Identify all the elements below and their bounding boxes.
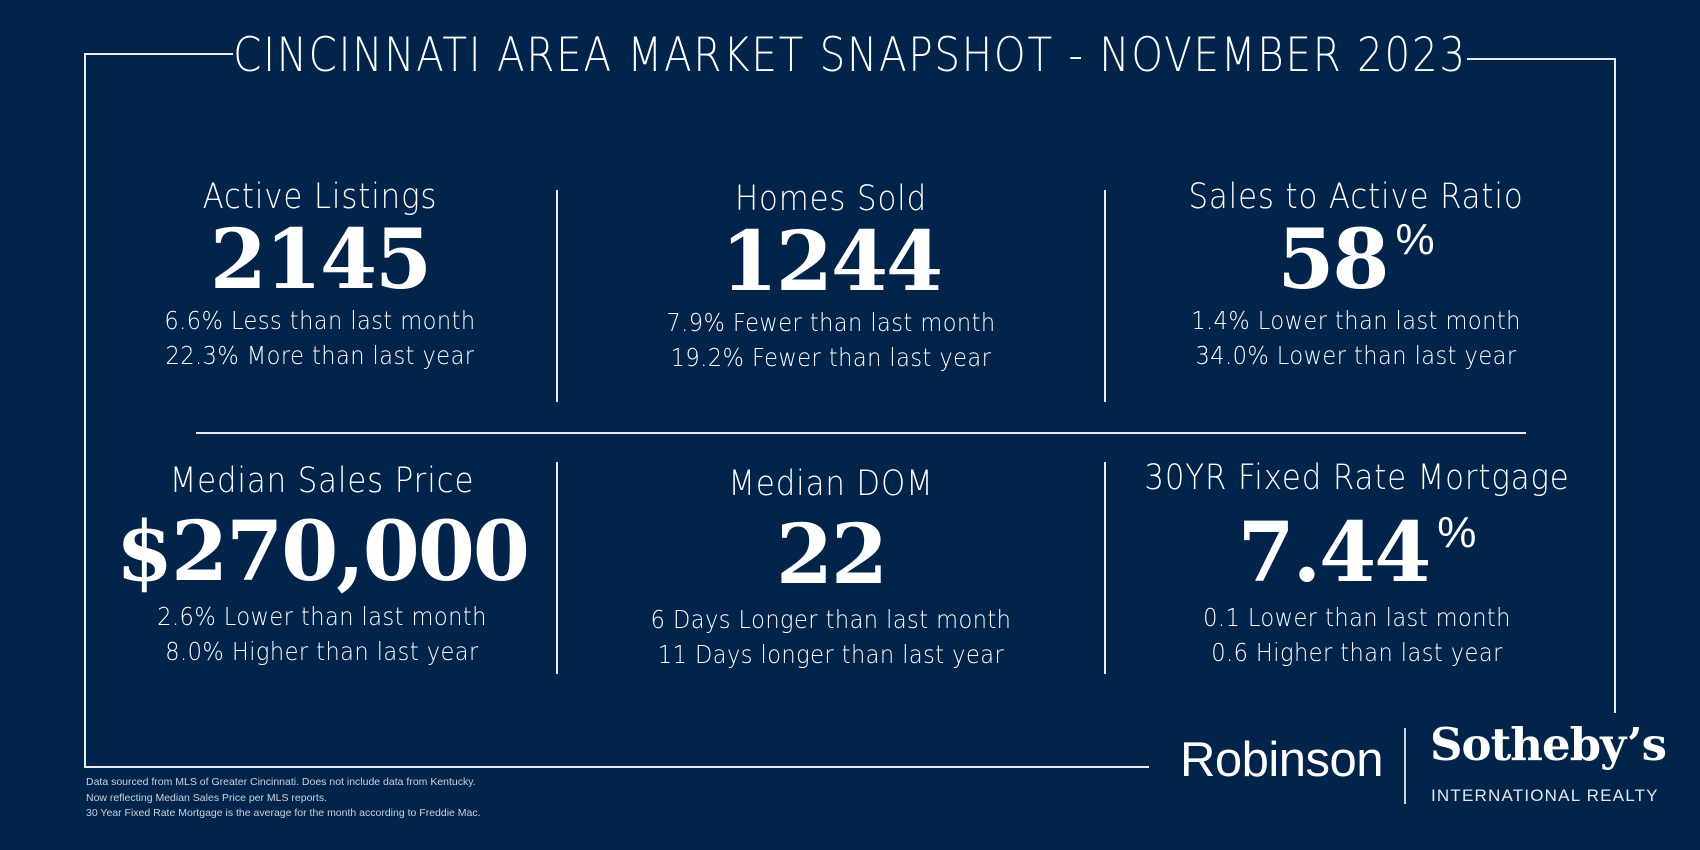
stat-label: Homes Sold — [734, 179, 928, 219]
divider-vertical — [556, 462, 558, 674]
stat-label: Active Listings — [202, 177, 438, 217]
frame-left — [84, 53, 86, 768]
stat-label: Sales to Active Ratio — [1188, 177, 1524, 217]
stat-number: 22 — [775, 507, 888, 604]
frame-top-left — [85, 53, 233, 55]
stat-year-change: 8.0% Higher than last year — [165, 637, 479, 667]
footnote-line: 30 Year Fixed Rate Mortgage is the avera… — [86, 807, 481, 819]
stat-month-change: 6.6% Less than last month — [164, 306, 476, 336]
stat-label: 30YR Fixed Rate Mortgage — [1144, 458, 1570, 498]
stat-month-change: 2.6% Lower than last month — [157, 602, 487, 632]
stat-year-change: 11 Days longer than last year — [657, 640, 1005, 670]
brand-logo: Robinson Sotheby’s INTERNATIONAL REALTY — [1180, 718, 1667, 812]
divider-horizontal — [196, 432, 1526, 434]
stat-sales-to-active-ratio: Sales to Active Ratio 58% 1.4% Lower tha… — [1096, 177, 1616, 373]
stat-30yr-fixed-rate-mortgage: 30YR Fixed Rate Mortgage 7.44% 0.1 Lower… — [1097, 458, 1617, 670]
stat-value: $270,000 — [62, 509, 582, 595]
stat-active-listings: Active Listings 2145 6.6% Less than last… — [60, 177, 580, 373]
stat-number: 7.44 — [1237, 505, 1432, 602]
divider-vertical — [1104, 190, 1106, 402]
stat-month-change: 1.4% Lower than last month — [1191, 306, 1521, 336]
page-title: CINCINNATI AREA MARKET SNAPSHOT - NOVEMB… — [233, 28, 1467, 83]
stat-year-change: 22.3% More than last year — [165, 341, 475, 371]
stat-unit: % — [1395, 215, 1435, 265]
logo-sothebys: Sotheby’s — [1430, 718, 1667, 771]
logo-robinson: Robinson — [1180, 733, 1384, 787]
stat-label: Median Sales Price — [169, 461, 475, 501]
footnote-line: Now reflecting Median Sales Price per ML… — [86, 791, 328, 804]
stat-year-change: 19.2% Fewer than last year — [670, 343, 992, 373]
stat-value: 22 — [571, 512, 1091, 598]
stat-value: 2145 — [60, 217, 580, 303]
stat-homes-sold: Homes Sold 1244 7.9% Fewer than last mon… — [571, 179, 1091, 375]
divider-vertical — [1104, 462, 1106, 674]
stat-number: 2145 — [209, 212, 432, 309]
stat-value: 1244 — [571, 219, 1091, 305]
frame-top-right — [1467, 58, 1615, 60]
frame-bottom — [84, 766, 1149, 768]
stat-median-sales-price: Median Sales Price $270,000 2.6% Lower t… — [62, 461, 582, 669]
stat-year-change: 0.6 Higher than last year — [1211, 638, 1503, 668]
stat-month-change: 6 Days Longer than last month — [650, 605, 1012, 635]
footnote: Data sourced from MLS of Greater Cincinn… — [86, 775, 481, 822]
stat-number: 1244 — [720, 214, 943, 311]
stat-label: Median DOM — [728, 464, 934, 504]
logo-divider — [1404, 728, 1406, 804]
stat-unit: % — [1437, 508, 1477, 558]
frame-right — [1614, 58, 1616, 713]
stat-number: $270,000 — [116, 504, 530, 601]
stat-year-change: 34.0% Lower than last year — [1195, 341, 1517, 371]
logo-tagline: INTERNATIONAL REALTY — [1431, 786, 1659, 805]
stat-number: 58 — [1277, 212, 1389, 309]
footnote-line: Data sourced from MLS of Greater Cincinn… — [86, 776, 476, 788]
stat-value: 7.44% — [1097, 508, 1617, 597]
stat-median-dom: Median DOM 22 6 Days Longer than last mo… — [571, 464, 1091, 672]
stat-month-change: 7.9% Fewer than last month — [666, 308, 996, 338]
divider-vertical — [556, 190, 558, 402]
stat-month-change: 0.1 Lower than last month — [1203, 603, 1511, 633]
stat-value: 58% — [1096, 215, 1616, 304]
